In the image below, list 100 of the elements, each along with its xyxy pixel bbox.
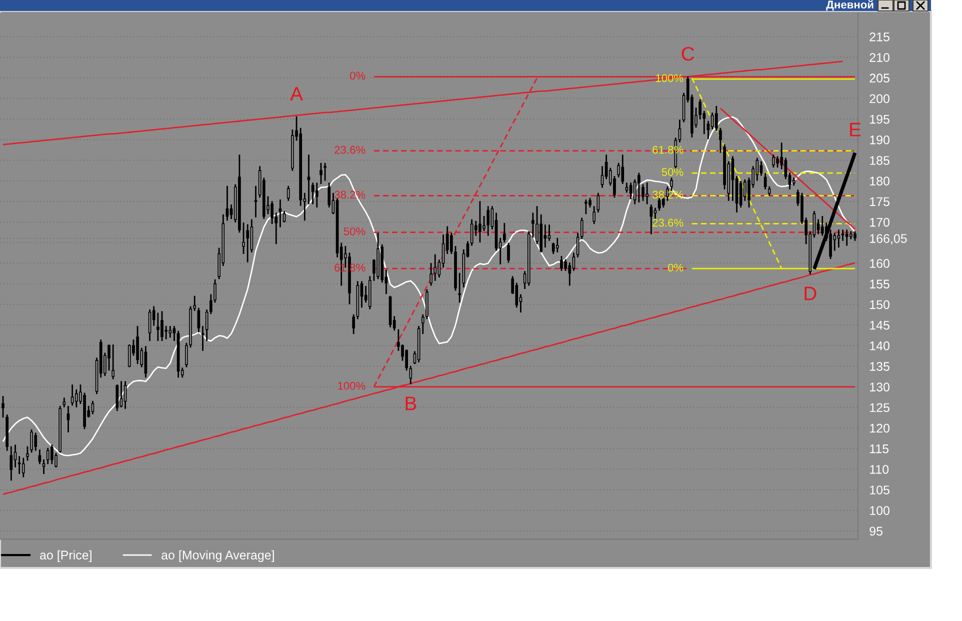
candlestick	[238, 154, 241, 233]
y-tick-label: 180	[870, 176, 890, 186]
series-label: 0%	[668, 264, 684, 272]
candlestick	[772, 154, 775, 168]
candlestick	[254, 186, 258, 218]
candlestick	[189, 306, 192, 348]
data-label: E	[850, 122, 861, 136]
series-label: 23.6%	[334, 146, 366, 154]
candlestick	[2, 396, 4, 418]
candlestick	[376, 232, 380, 280]
candlestick	[845, 230, 848, 246]
series-label: 0%	[350, 72, 366, 80]
y-tick-label: 190	[870, 135, 890, 144]
y-tick-label: 150	[870, 300, 890, 310]
y-tick-label: 140	[870, 341, 890, 350]
text: D	[804, 286, 816, 300]
candlestick	[58, 406, 62, 452]
candlestick	[600, 166, 604, 188]
candlestick	[320, 162, 322, 184]
candlestick	[324, 162, 326, 181]
candlestick	[83, 392, 86, 430]
candlestick	[50, 444, 54, 464]
candlestick	[430, 262, 432, 286]
legend-label: ао [Price]	[40, 550, 92, 562]
candlestick	[548, 224, 551, 241]
candlestick	[6, 414, 9, 451]
candlestick	[38, 450, 42, 464]
series-label: 100%	[338, 382, 366, 390]
candlestick	[658, 198, 661, 211]
candlestick	[714, 106, 718, 131]
candlestick	[698, 99, 702, 120]
chart-title: Дневной	[826, 0, 874, 11]
y-tick-label: 185	[870, 156, 890, 165]
candlestick	[450, 232, 453, 254]
y-tick-label: 115	[870, 444, 889, 454]
y-tick-label: 95	[870, 526, 882, 536]
candlestick	[286, 186, 290, 201]
candlestick	[584, 200, 588, 214]
candlestick	[307, 154, 310, 204]
y-tick-label: 110	[870, 464, 889, 474]
candlestick	[854, 231, 856, 241]
candlestick	[434, 254, 437, 281]
candlestick	[849, 231, 852, 240]
candlestick	[560, 256, 563, 271]
candlestick	[768, 186, 771, 196]
candlestick	[837, 230, 840, 248]
y-tick-label: 170	[870, 218, 890, 227]
candlestick	[625, 182, 628, 193]
y-tick-label: 210	[870, 53, 890, 62]
candlestick	[368, 276, 372, 310]
y-tick-label: 175	[870, 197, 890, 206]
candlestick	[743, 179, 746, 201]
candlestick	[116, 385, 119, 411]
candlestick	[10, 446, 13, 481]
candlestick	[299, 128, 302, 206]
y-tick-label: 125	[870, 403, 890, 412]
candlestick	[650, 204, 653, 234]
candlestick	[540, 214, 543, 252]
candlestick	[156, 312, 160, 341]
line-series	[812, 151, 857, 271]
candlestick	[719, 128, 722, 153]
y-tick-label: 160	[870, 259, 890, 268]
candlestick	[74, 389, 78, 408]
candlestick	[70, 384, 74, 406]
candlestick	[34, 432, 38, 451]
candlestick	[270, 201, 274, 224]
candlestick	[62, 398, 66, 408]
candlestick	[564, 259, 567, 271]
candlestick	[112, 344, 115, 380]
candlestick	[556, 238, 559, 252]
text: C	[682, 46, 694, 61]
candlestick	[621, 154, 624, 184]
candlestick	[315, 182, 318, 208]
candlestick	[193, 296, 196, 311]
candlestick	[617, 162, 620, 178]
candlestick	[486, 206, 490, 236]
candlestick	[421, 314, 424, 334]
y-tick-label: 215	[870, 32, 890, 42]
candlestick	[246, 224, 250, 262]
candlestick	[291, 129, 294, 171]
series-label: 50%	[344, 227, 366, 236]
text: A	[290, 87, 303, 100]
y-tick-label: 145	[870, 320, 890, 330]
y-tick-label: 100	[870, 506, 890, 516]
candlestick	[760, 161, 763, 176]
candlestick	[588, 198, 592, 208]
candlestick	[572, 252, 576, 271]
y-tick-label: 155	[870, 280, 890, 288]
series-label: 23.6%	[652, 218, 684, 227]
candlestick	[26, 446, 29, 461]
candlestick	[654, 208, 657, 220]
candlestick	[22, 458, 25, 478]
candlestick	[185, 342, 188, 368]
candlestick	[646, 182, 649, 204]
candlestick	[532, 212, 534, 238]
y-tick-label: 135	[870, 362, 890, 371]
candlestick	[482, 216, 486, 231]
y-tick-label: 195	[870, 114, 890, 124]
legend-label: ао [Moving Average]	[162, 550, 274, 562]
candlestick	[580, 218, 584, 240]
